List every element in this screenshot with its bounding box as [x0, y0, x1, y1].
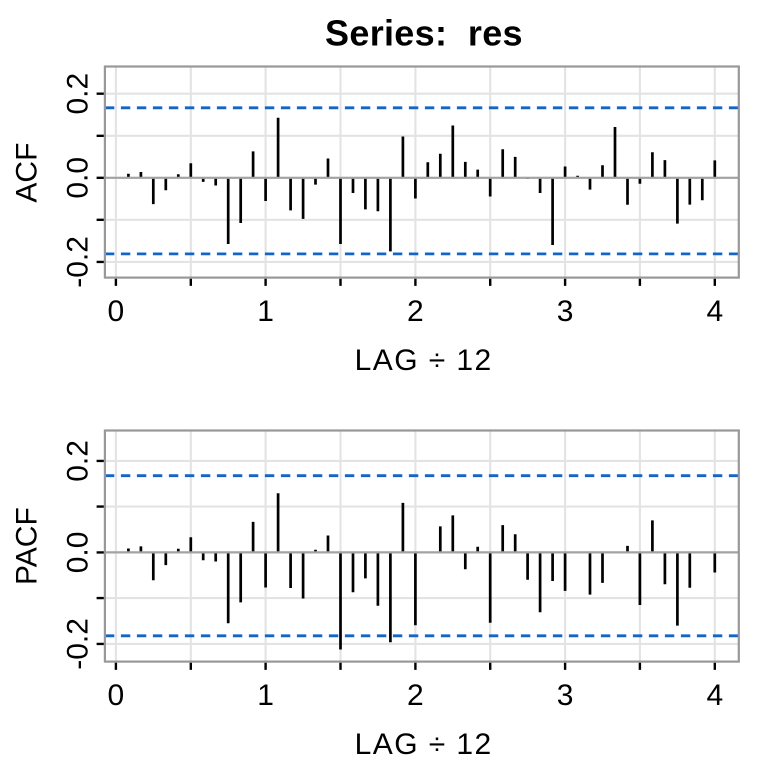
svg-text:1: 1	[257, 295, 274, 328]
svg-text:LAG ÷ 12: LAG ÷ 12	[355, 344, 492, 377]
svg-text:1: 1	[257, 679, 274, 712]
svg-text:0.2: 0.2	[61, 73, 94, 115]
svg-text:LAG ÷ 12: LAG ÷ 12	[355, 728, 492, 761]
svg-text:0.0: 0.0	[61, 157, 94, 199]
svg-text:2: 2	[407, 679, 424, 712]
svg-text:0: 0	[108, 679, 125, 712]
svg-text:0: 0	[108, 295, 125, 328]
svg-text:3: 3	[557, 679, 574, 712]
svg-text:4: 4	[706, 679, 723, 712]
svg-text:-0.2: -0.2	[61, 618, 94, 670]
svg-text:ACF: ACF	[11, 143, 44, 203]
svg-text:3: 3	[557, 295, 574, 328]
svg-text:4: 4	[706, 295, 723, 328]
svg-text:2: 2	[407, 295, 424, 328]
svg-text:PACF: PACF	[11, 507, 44, 585]
svg-text:-0.2: -0.2	[61, 236, 94, 288]
svg-text:Series: res: Series: res	[325, 13, 523, 54]
svg-text:0.2: 0.2	[61, 440, 94, 482]
svg-text:0.0: 0.0	[61, 532, 94, 574]
